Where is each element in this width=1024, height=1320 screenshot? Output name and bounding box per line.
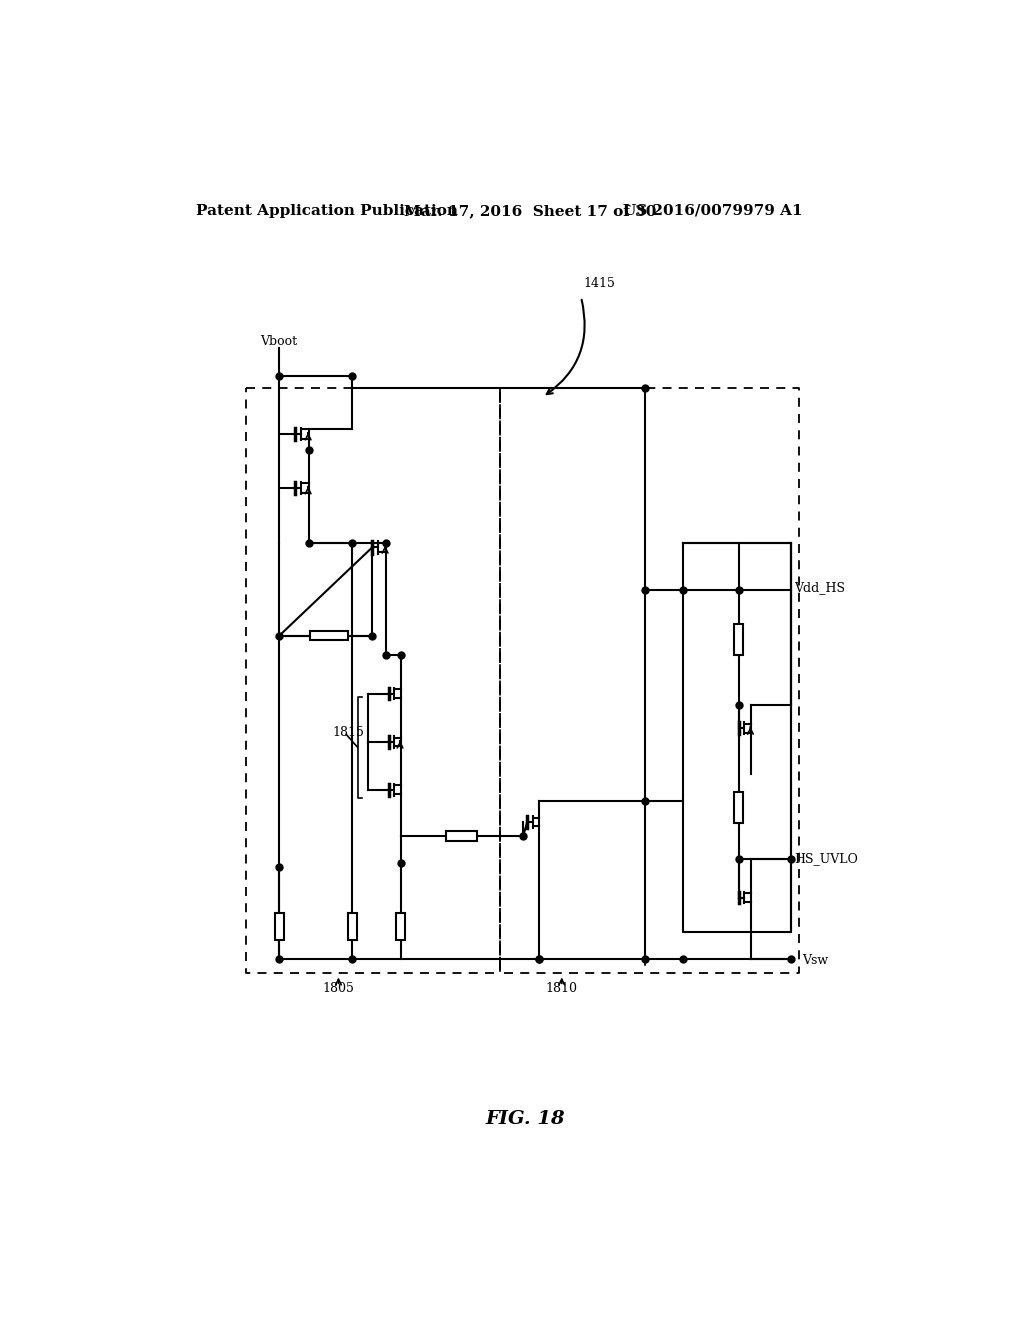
Text: 1815: 1815 [333,726,365,739]
Bar [396,913,406,940]
Text: 1805: 1805 [323,982,354,995]
Text: US 2016/0079979 A1: US 2016/0079979 A1 [624,203,803,218]
Text: Vdd_HS: Vdd_HS [795,582,845,594]
Text: Mar. 17, 2016  Sheet 17 of 30: Mar. 17, 2016 Sheet 17 of 30 [403,203,656,218]
Text: 1810: 1810 [546,982,578,995]
Bar [446,832,477,841]
Text: Patent Application Publication: Patent Application Publication [196,203,458,218]
Bar [348,913,357,940]
Bar [734,624,743,655]
Bar [734,792,743,822]
Text: FIG. 18: FIG. 18 [485,1110,564,1129]
Bar [274,913,284,940]
Bar [310,631,348,640]
Text: Vboot: Vboot [260,335,297,348]
Text: Vsw: Vsw [802,954,828,968]
Text: HS_UVLO: HS_UVLO [795,853,858,866]
Text: 1415: 1415 [584,277,615,290]
